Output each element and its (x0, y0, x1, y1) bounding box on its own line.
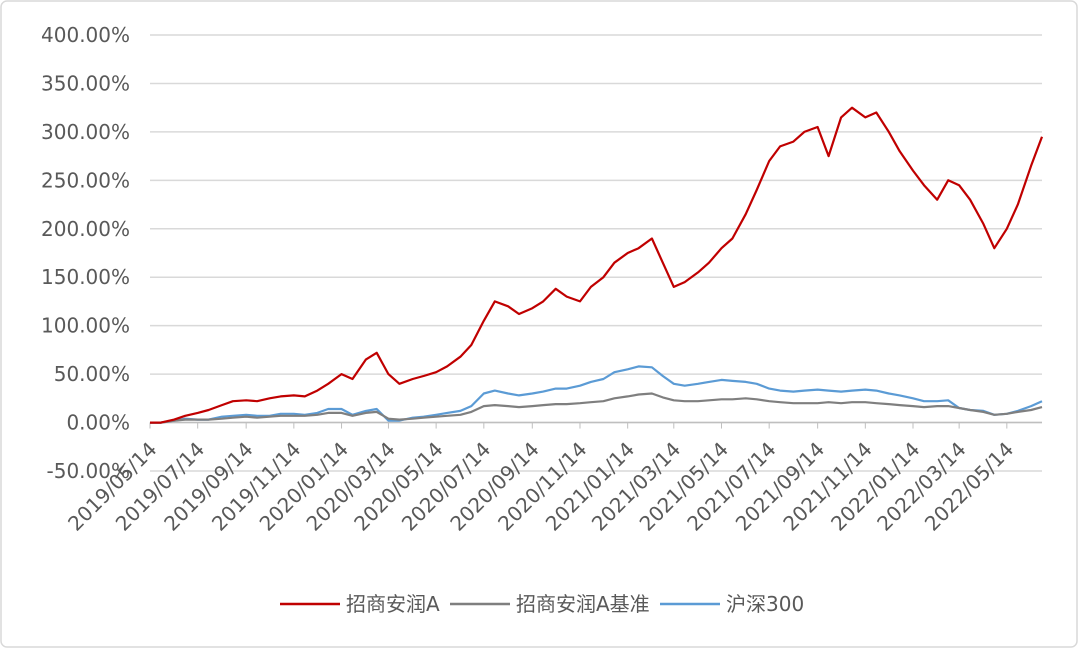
series-line (150, 365, 1043, 424)
legend-label: 沪深300 (726, 592, 804, 616)
series-line (150, 106, 1044, 424)
y-tick-label: 300.00% (41, 120, 130, 144)
series-line (150, 392, 1043, 424)
legend-label: 招商安润A (346, 592, 440, 616)
y-tick-label: 150.00% (41, 265, 130, 289)
legend-label: 招商安润A基准 (516, 592, 650, 616)
y-tick-label: -50.00% (47, 459, 130, 483)
y-tick-label: 100.00% (41, 314, 130, 338)
y-tick-label: 400.00% (41, 23, 130, 47)
y-tick-label: 350.00% (41, 71, 130, 95)
y-tick-label: 200.00% (41, 217, 130, 241)
y-tick-label: 50.00% (54, 362, 130, 386)
y-tick-label: 0.00% (66, 411, 130, 435)
y-tick-label: 250.00% (41, 168, 130, 192)
